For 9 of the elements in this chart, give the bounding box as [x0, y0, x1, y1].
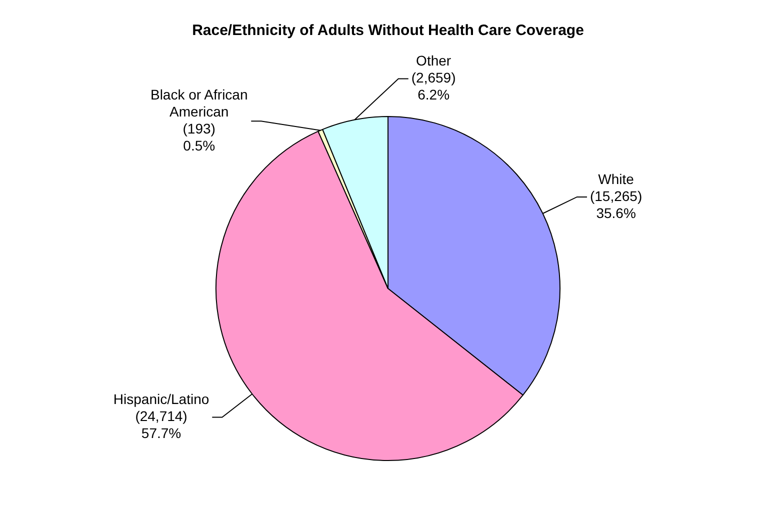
- slice-label: Other: [416, 52, 452, 69]
- slice-label: Black or African American: [150, 86, 248, 120]
- data-label: (24,714) 57.7%: [135, 408, 188, 442]
- slice-label: Hispanic/Latino: [113, 391, 210, 408]
- chart-title: Race/Ethnicity of Adults Without Health Care Coverage: [192, 22, 584, 40]
- slice-label: White: [598, 170, 634, 187]
- data-label: (2,659) 6.2%: [411, 70, 456, 103]
- data-label: (15,265) 35.6%: [590, 188, 642, 221]
- data-label: (193) 0.5%: [182, 120, 216, 154]
